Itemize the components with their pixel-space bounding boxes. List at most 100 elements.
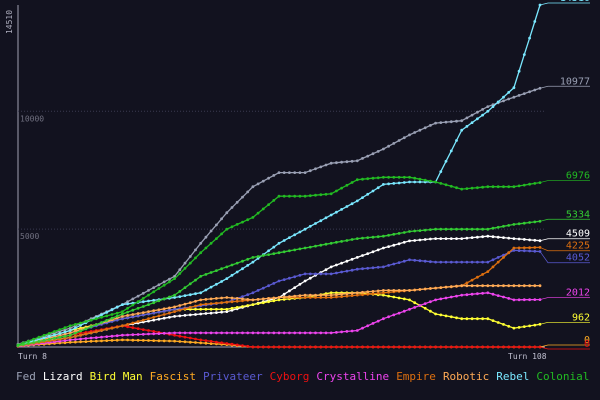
data-point	[465, 116, 469, 120]
data-point	[126, 316, 129, 320]
data-point	[230, 331, 234, 335]
data-point	[272, 299, 276, 303]
data-point	[220, 267, 224, 271]
data-point	[105, 314, 109, 318]
data-point	[32, 337, 36, 341]
data-point	[376, 150, 380, 153]
data-point	[272, 331, 276, 335]
data-point	[460, 317, 464, 321]
end-value-label: 5334	[566, 209, 590, 220]
data-point	[121, 310, 124, 313]
data-point	[449, 345, 453, 349]
data-point	[392, 142, 396, 145]
data-point	[491, 345, 495, 349]
data-point	[277, 194, 281, 198]
data-point	[502, 284, 505, 288]
data-point	[538, 298, 542, 301]
data-point	[235, 200, 239, 204]
data-point	[126, 338, 129, 342]
data-point	[335, 271, 338, 275]
data-point	[449, 315, 453, 319]
data-point	[152, 309, 156, 313]
data-point	[371, 345, 375, 349]
data-point	[89, 318, 93, 322]
data-point	[42, 333, 46, 337]
data-point	[376, 289, 380, 293]
data-point	[491, 105, 495, 108]
data-point	[418, 177, 422, 181]
data-point	[444, 314, 448, 318]
data-point	[308, 169, 312, 173]
data-point	[418, 238, 422, 242]
line-chart: 5000 10000 14510 Turn 8 Turn 108 14510 10977 69…	[5, 0, 590, 361]
data-point	[397, 232, 401, 235]
data-point	[392, 175, 396, 179]
data-point	[491, 226, 495, 230]
data-point	[105, 311, 109, 314]
data-point	[470, 113, 474, 117]
data-point	[522, 345, 526, 349]
end-value-label: 4225	[566, 241, 590, 252]
data-point	[162, 339, 166, 343]
data-point	[282, 250, 286, 254]
data-point	[491, 292, 495, 296]
data-point	[121, 338, 124, 342]
data-point	[141, 305, 145, 308]
data-point	[533, 238, 537, 242]
data-point	[366, 252, 370, 256]
data-point	[439, 121, 443, 124]
data-point	[533, 246, 537, 249]
data-point	[481, 260, 484, 264]
data-point	[502, 224, 505, 228]
data-point	[387, 245, 390, 249]
data-point	[298, 331, 302, 335]
data-point	[538, 219, 542, 223]
data-point	[382, 147, 385, 151]
data-point	[277, 331, 281, 335]
data-point	[382, 345, 385, 349]
data-point	[63, 330, 67, 334]
data-point	[528, 345, 531, 349]
data-point	[215, 340, 218, 344]
data-point	[298, 171, 302, 175]
data-point	[220, 310, 224, 314]
data-point	[408, 258, 411, 262]
data-point	[230, 263, 234, 267]
data-point	[329, 331, 333, 335]
data-point	[470, 236, 474, 240]
data-point	[267, 331, 270, 335]
data-point	[329, 192, 333, 196]
data-point	[429, 124, 432, 127]
data-point	[115, 334, 119, 338]
data-point	[157, 339, 161, 343]
data-point	[371, 292, 375, 296]
data-point	[288, 171, 291, 175]
data-point	[512, 86, 516, 90]
data-point	[194, 278, 197, 282]
data-point	[387, 233, 390, 237]
data-point	[460, 260, 464, 264]
data-point	[225, 265, 229, 269]
data-point	[314, 167, 317, 171]
data-point	[141, 300, 145, 304]
data-point	[235, 223, 239, 226]
data-point	[225, 331, 229, 335]
data-point	[402, 231, 406, 234]
data-point	[147, 339, 150, 342]
data-point	[288, 295, 291, 298]
data-point	[303, 331, 307, 335]
data-point	[460, 128, 464, 132]
data-point	[209, 241, 213, 245]
end-value-label: 0	[584, 339, 590, 350]
data-point	[261, 254, 265, 257]
data-point	[173, 339, 177, 343]
data-point	[136, 327, 140, 330]
data-point	[256, 302, 260, 305]
data-point	[324, 293, 328, 297]
data-point	[476, 227, 479, 231]
data-point	[272, 174, 276, 177]
data-point	[215, 223, 218, 227]
data-point	[465, 281, 469, 285]
data-point	[444, 237, 448, 241]
data-point	[199, 241, 203, 245]
